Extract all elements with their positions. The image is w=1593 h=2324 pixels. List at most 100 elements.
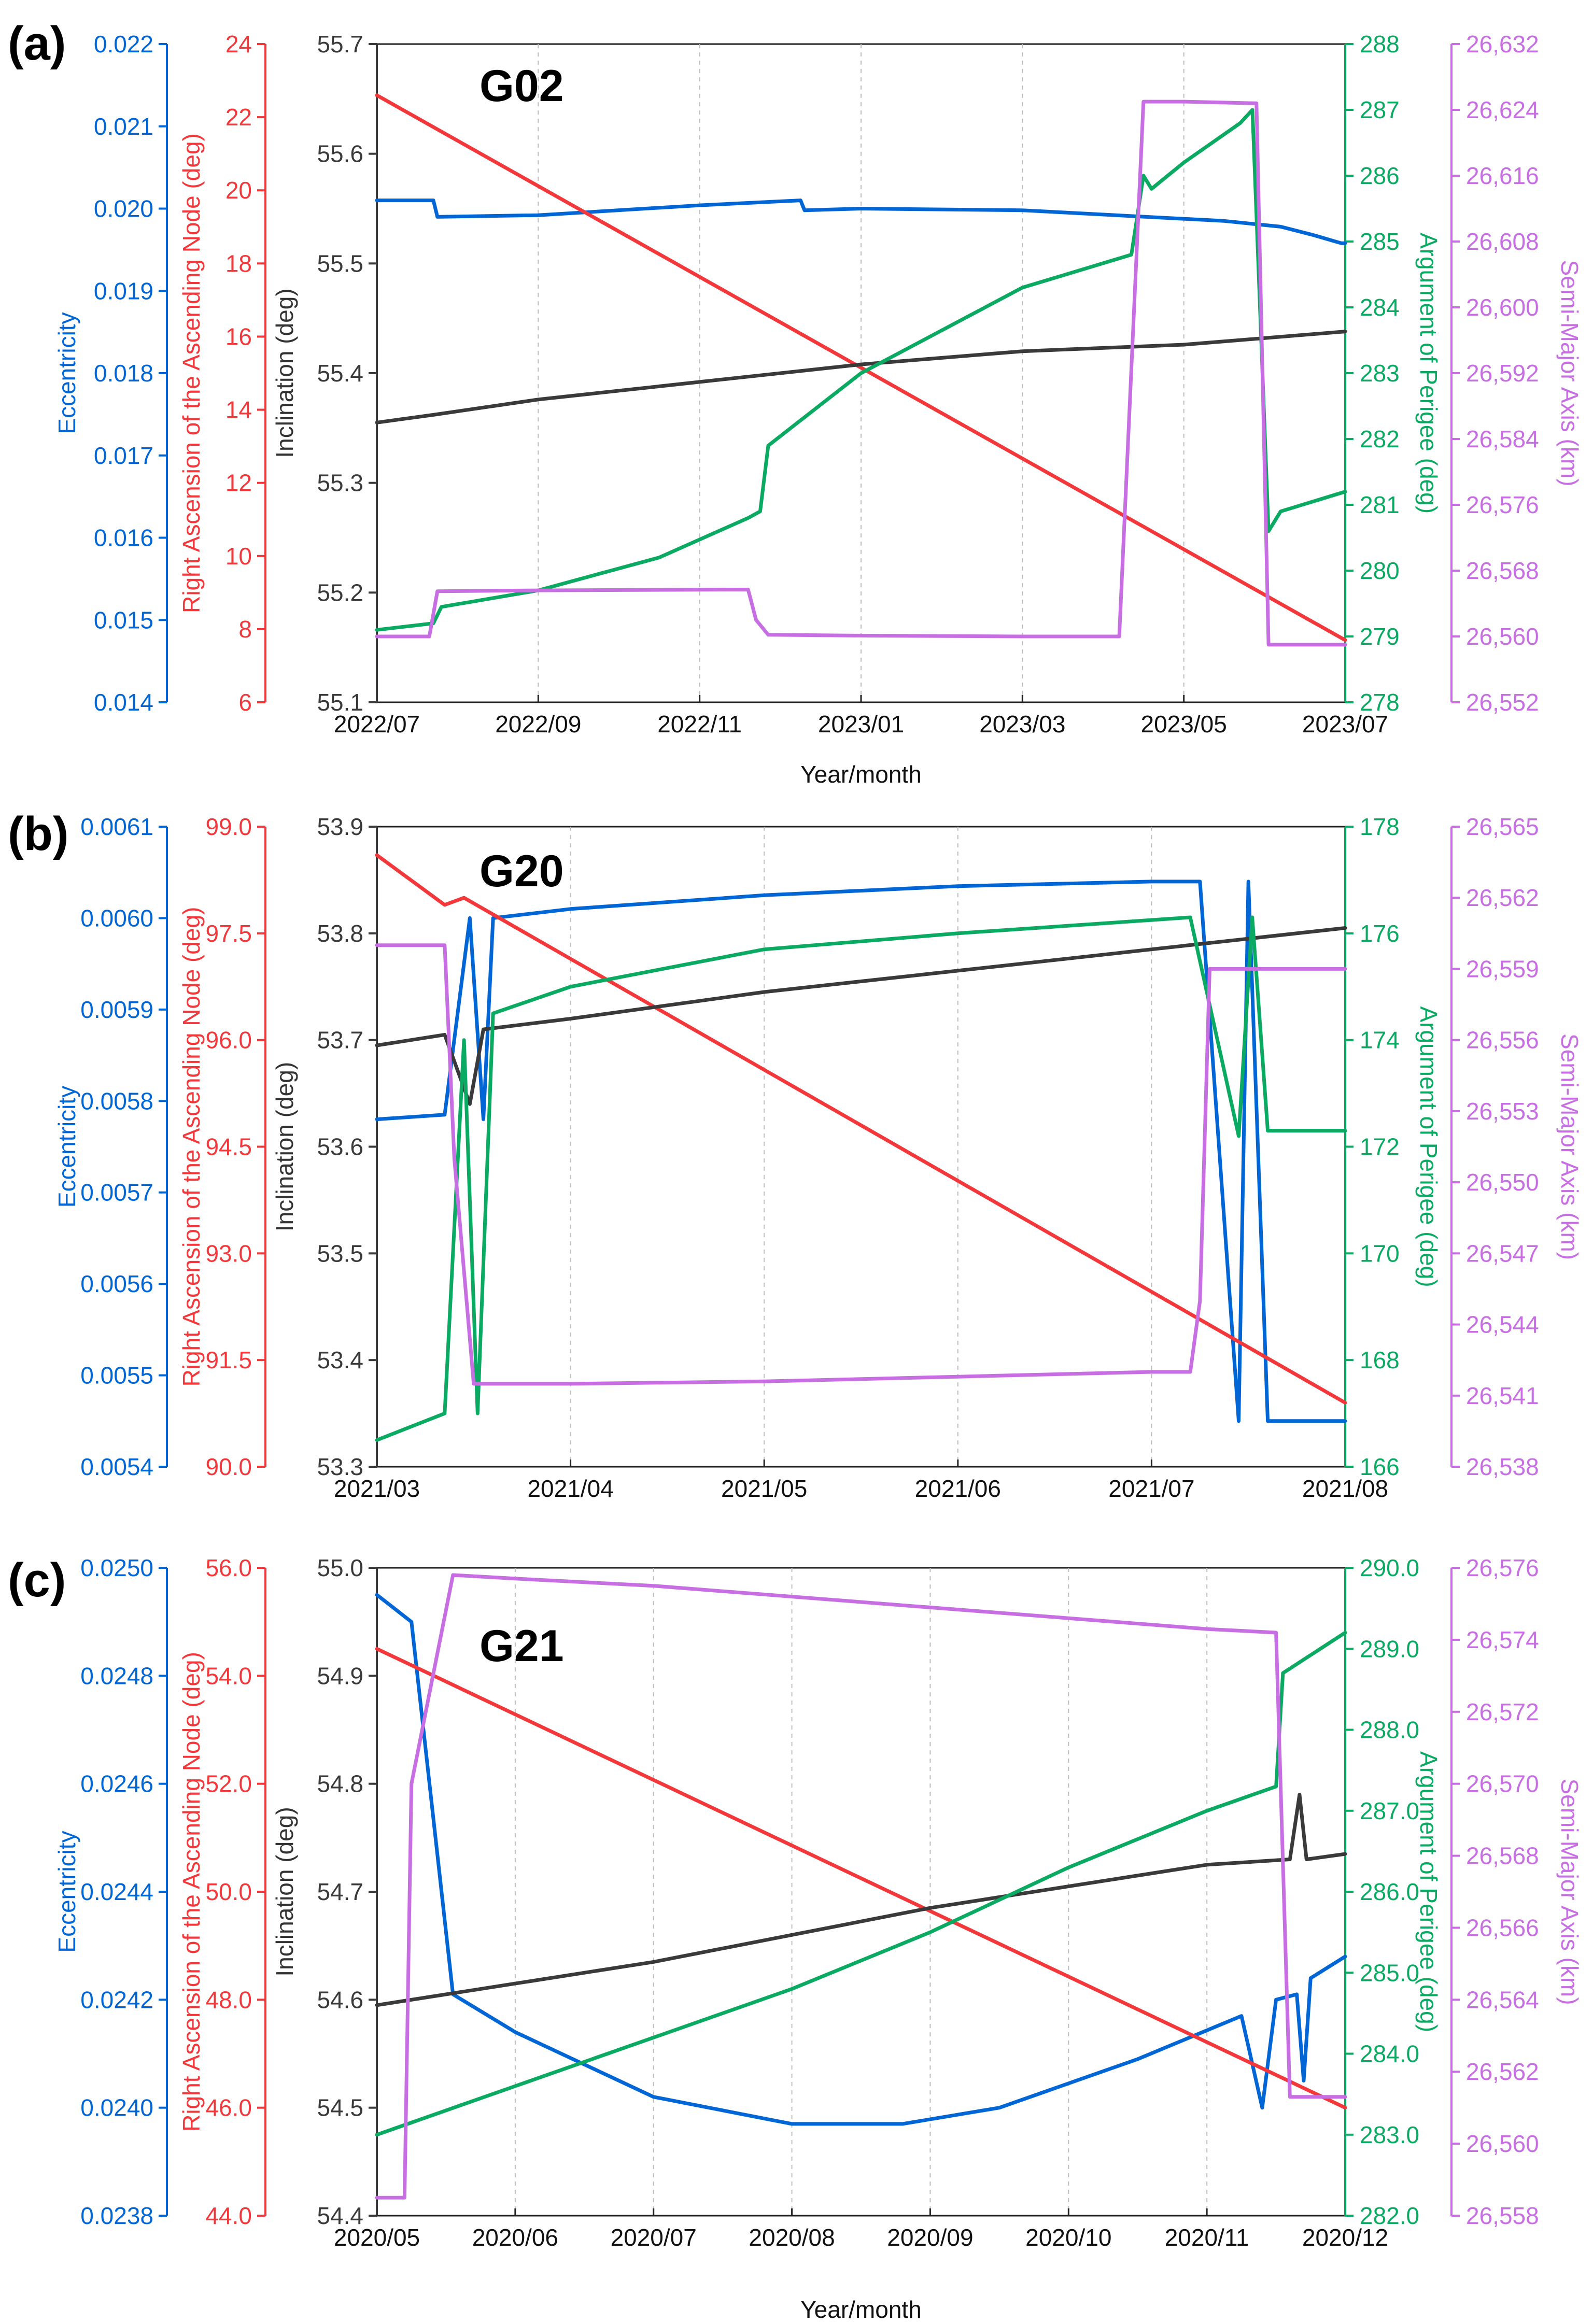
aop-tick-label: 286.0 bbox=[1360, 1878, 1419, 1905]
panel-G02: 2022/07 2022/09 2022/11 2023/01 2023/03 2023/… bbox=[8, 17, 1583, 788]
ecc-series-line bbox=[375, 1593, 1347, 2126]
aop-tick-label: 178 bbox=[1360, 813, 1400, 840]
sma-tick-label: 26,568 bbox=[1466, 557, 1539, 584]
inc-tick-label: 53.4 bbox=[317, 1347, 363, 1373]
x-tick-label: 2021/03 bbox=[334, 1475, 420, 1502]
inc-tick-label: 53.6 bbox=[317, 1133, 363, 1160]
aop-tick-label: 290.0 bbox=[1360, 1554, 1419, 1581]
ecc-tick-label: 0.0054 bbox=[80, 1453, 153, 1480]
sma-series-line bbox=[375, 943, 1347, 1386]
ecc-tick-label: 0.0240 bbox=[80, 2094, 153, 2121]
x-tick-label: 2022/09 bbox=[495, 711, 581, 738]
sma-tick-label: 26,608 bbox=[1466, 228, 1539, 255]
sma-tick-label: 26,576 bbox=[1466, 1554, 1539, 1581]
inc-tick-label: 53.7 bbox=[317, 1027, 363, 1054]
raan-tick-label: 8 bbox=[238, 616, 252, 643]
inc-tick-label: 54.4 bbox=[317, 2202, 363, 2229]
sma-tick-label: 26,562 bbox=[1466, 2058, 1539, 2085]
sma-tick-label: 26,600 bbox=[1466, 294, 1539, 321]
ecc-tick-label: 0.0056 bbox=[80, 1270, 153, 1297]
sma-tick-label: 26,616 bbox=[1466, 162, 1539, 189]
x-tick-label: 2023/01 bbox=[818, 711, 904, 738]
ecc-tick-label: 0.020 bbox=[94, 195, 153, 222]
sma-tick-label: 26,552 bbox=[1466, 689, 1539, 716]
sma-tick-label: 26,632 bbox=[1466, 31, 1539, 58]
x-tick-label: 2021/04 bbox=[527, 1475, 613, 1502]
inc-series-line bbox=[375, 926, 1347, 1106]
raan-tick-label: 20 bbox=[225, 177, 252, 204]
inc-tick-label: 53.5 bbox=[317, 1240, 363, 1267]
aop-axis-title: Argument of Perigee (deg) bbox=[1415, 233, 1442, 514]
raan-tick-label: 50.0 bbox=[205, 1878, 252, 1905]
sma-tick-label: 26,553 bbox=[1466, 1098, 1539, 1125]
x-axis-title: Year/month bbox=[800, 761, 922, 788]
ecc-tick-label: 0.018 bbox=[94, 360, 153, 387]
inc-axis-title: Inclination (deg) bbox=[271, 288, 298, 458]
sma-tick-label: 26,562 bbox=[1466, 884, 1539, 911]
x-tick-label: 2021/08 bbox=[1302, 1475, 1388, 1502]
sma-tick-label: 26,560 bbox=[1466, 2130, 1539, 2157]
raan-axis-title: Right Ascension of the Ascending Node (d… bbox=[178, 907, 205, 1387]
ecc-tick-label: 0.0060 bbox=[80, 904, 153, 931]
x-tick-label: 2020/07 bbox=[611, 2224, 697, 2251]
x-tick-label: 2020/09 bbox=[887, 2224, 973, 2251]
aop-tick-label: 282 bbox=[1360, 426, 1400, 452]
ecc-series-line bbox=[375, 880, 1347, 1423]
raan-tick-label: 56.0 bbox=[205, 1554, 252, 1581]
raan-tick-label: 93.0 bbox=[205, 1240, 252, 1267]
ecc-tick-label: 0.0057 bbox=[80, 1179, 153, 1206]
ecc-tick-label: 0.0238 bbox=[80, 2202, 153, 2229]
inc-tick-label: 55.7 bbox=[317, 31, 363, 58]
ecc-tick-label: 0.022 bbox=[94, 31, 153, 58]
ecc-tick-label: 0.0248 bbox=[80, 1662, 153, 1689]
aop-tick-label: 288.0 bbox=[1360, 1717, 1419, 1744]
aop-tick-label: 285.0 bbox=[1360, 1959, 1419, 1986]
ecc-tick-label: 0.016 bbox=[94, 525, 153, 551]
inc-tick-label: 54.6 bbox=[317, 1986, 363, 2013]
aop-tick-label: 166 bbox=[1360, 1453, 1400, 1480]
ecc-axis-title: Eccentricity bbox=[53, 312, 80, 434]
raan-series-line bbox=[375, 853, 1347, 1405]
sma-tick-label: 26,560 bbox=[1466, 623, 1539, 650]
raan-tick-label: 54.0 bbox=[205, 1662, 252, 1689]
aop-tick-label: 282.0 bbox=[1360, 2202, 1419, 2229]
panel-G20: 2021/03 2021/04 2021/05 2021/06 2021/07 2021/… bbox=[8, 807, 1583, 1502]
x-tick-label: 2023/05 bbox=[1141, 711, 1227, 738]
aop-tick-label: 283 bbox=[1360, 360, 1400, 387]
aop-tick-label: 170 bbox=[1360, 1240, 1400, 1267]
aop-tick-label: 284.0 bbox=[1360, 2040, 1419, 2067]
x-tick-label: 2023/03 bbox=[979, 711, 1065, 738]
x-tick-label: 2020/11 bbox=[1165, 2224, 1249, 2251]
raan-tick-label: 90.0 bbox=[205, 1453, 252, 1480]
raan-tick-label: 6 bbox=[238, 689, 252, 716]
x-tick-label: 2020/10 bbox=[1025, 2224, 1111, 2251]
sma-tick-label: 26,538 bbox=[1466, 1453, 1539, 1480]
inc-tick-label: 54.5 bbox=[317, 2094, 363, 2121]
aop-series-line bbox=[375, 1631, 1347, 2137]
aop-tick-label: 283.0 bbox=[1360, 2121, 1419, 2148]
satellite-label: G21 bbox=[480, 1621, 564, 1671]
ecc-tick-label: 0.0059 bbox=[80, 996, 153, 1023]
raan-series-line bbox=[375, 93, 1347, 642]
x-axis-title: Year/month bbox=[800, 2296, 922, 2323]
aop-tick-label: 172 bbox=[1360, 1133, 1400, 1160]
ecc-tick-label: 0.0244 bbox=[80, 1878, 153, 1905]
x-tick-label: 2020/05 bbox=[334, 2224, 420, 2251]
sma-tick-label: 26,568 bbox=[1466, 1843, 1539, 1869]
inc-series-line bbox=[375, 1793, 1347, 2007]
inc-axis-title: Inclination (deg) bbox=[271, 1807, 298, 1976]
ecc-tick-label: 0.0246 bbox=[80, 1770, 153, 1797]
sma-tick-label: 26,592 bbox=[1466, 360, 1539, 387]
raan-tick-label: 94.5 bbox=[205, 1133, 252, 1160]
panel-G21: 2020/05 2020/06 2020/07 2020/08 2020/09 2020/… bbox=[8, 1554, 1583, 2323]
aop-tick-label: 289.0 bbox=[1360, 1635, 1419, 1662]
x-tick-label: 2023/07 bbox=[1302, 711, 1388, 738]
raan-tick-label: 22 bbox=[225, 104, 252, 131]
inc-tick-label: 55.4 bbox=[317, 360, 363, 387]
aop-tick-label: 287.0 bbox=[1360, 1797, 1419, 1824]
x-tick-label: 2021/07 bbox=[1108, 1475, 1194, 1502]
ecc-tick-label: 0.0061 bbox=[80, 813, 153, 840]
sma-tick-label: 26,547 bbox=[1466, 1240, 1539, 1267]
sma-tick-label: 26,565 bbox=[1466, 813, 1539, 840]
